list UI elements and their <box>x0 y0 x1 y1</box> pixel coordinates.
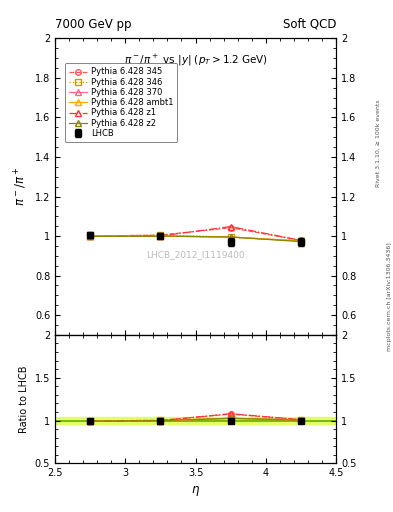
Pythia 6.428 346 <box>158 232 163 238</box>
Pythia 6.428 370 <box>158 233 163 239</box>
Text: Soft QCD: Soft QCD <box>283 18 336 31</box>
Pythia 6.428 345 <box>228 225 233 231</box>
Text: mcplots.cern.ch [arXiv:1306.3436]: mcplots.cern.ch [arXiv:1306.3436] <box>387 243 391 351</box>
Pythia 6.428 346 <box>228 234 233 240</box>
Pythia 6.428 370 <box>299 238 303 244</box>
Pythia 6.428 z2 <box>299 239 303 245</box>
Pythia 6.428 345 <box>299 238 303 244</box>
Pythia 6.428 346 <box>299 238 303 244</box>
Y-axis label: $\pi^-/\pi^+$: $\pi^-/\pi^+$ <box>13 167 29 206</box>
Pythia 6.428 z2 <box>88 233 92 240</box>
Pythia 6.428 ambt1 <box>299 238 303 244</box>
Text: 7000 GeV pp: 7000 GeV pp <box>55 18 132 31</box>
Pythia 6.428 z1 <box>88 233 92 240</box>
Pythia 6.428 370 <box>228 234 233 240</box>
Line: Pythia 6.428 370: Pythia 6.428 370 <box>87 233 304 244</box>
Line: Pythia 6.428 z2: Pythia 6.428 z2 <box>87 233 304 244</box>
Text: Rivet 3.1.10, ≥ 100k events: Rivet 3.1.10, ≥ 100k events <box>376 99 381 187</box>
Pythia 6.428 ambt1 <box>158 233 163 239</box>
Y-axis label: Ratio to LHCB: Ratio to LHCB <box>19 366 29 433</box>
Line: Pythia 6.428 346: Pythia 6.428 346 <box>87 232 304 244</box>
Pythia 6.428 ambt1 <box>228 234 233 240</box>
Pythia 6.428 345 <box>88 233 92 239</box>
Bar <box>55 417 336 424</box>
Pythia 6.428 z1 <box>228 224 233 230</box>
Legend: Pythia 6.428 345, Pythia 6.428 346, Pythia 6.428 370, Pythia 6.428 ambt1, Pythia: Pythia 6.428 345, Pythia 6.428 346, Pyth… <box>65 63 177 142</box>
Pythia 6.428 ambt1 <box>88 233 92 239</box>
Pythia 6.428 z2 <box>158 233 163 239</box>
Pythia 6.428 z1 <box>158 233 163 239</box>
X-axis label: $\eta$: $\eta$ <box>191 484 200 498</box>
Line: Pythia 6.428 ambt1: Pythia 6.428 ambt1 <box>87 233 304 244</box>
Pythia 6.428 z2 <box>228 234 233 240</box>
Line: Pythia 6.428 z1: Pythia 6.428 z1 <box>87 224 304 243</box>
Text: LHCB_2012_I1119400: LHCB_2012_I1119400 <box>146 250 245 260</box>
Pythia 6.428 345 <box>158 232 163 238</box>
Pythia 6.428 346 <box>88 233 92 240</box>
Line: Pythia 6.428 345: Pythia 6.428 345 <box>87 225 304 243</box>
Text: $\pi^-/\pi^+$ vs $|y|$ ($p_T > 1.2$ GeV): $\pi^-/\pi^+$ vs $|y|$ ($p_T > 1.2$ GeV) <box>123 53 268 68</box>
Pythia 6.428 z1 <box>299 238 303 244</box>
Pythia 6.428 370 <box>88 233 92 239</box>
